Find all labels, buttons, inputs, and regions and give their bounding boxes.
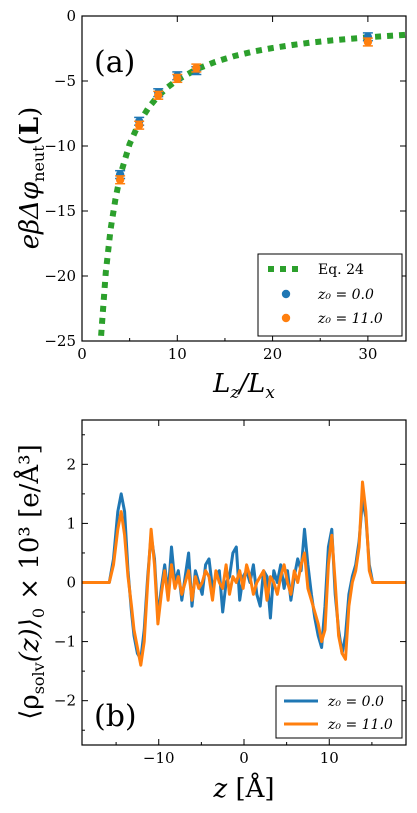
- y-tick-label: 0: [66, 574, 76, 592]
- legend-swatch-z0-0: [281, 289, 291, 299]
- plot-frame: [81, 15, 407, 342]
- y-tick-label: −2: [54, 692, 76, 710]
- data-point-z0-11: [134, 121, 144, 130]
- data-point-z0-11: [192, 63, 201, 73]
- x-axis-label: Lz/Lx: [212, 369, 275, 403]
- y-tick-label: −25: [44, 332, 76, 350]
- x-tick-label: 10: [168, 345, 187, 363]
- y-tick-label: −5: [54, 72, 76, 90]
- legend-box: [275, 685, 403, 739]
- y-tick-label: 0: [66, 7, 76, 25]
- plot-frame: [81, 419, 407, 746]
- data-point-z0-11: [115, 175, 125, 184]
- data-point-z0-11: [363, 37, 373, 47]
- panel-label: (a): [94, 45, 135, 80]
- y-tick-label: −15: [44, 202, 76, 220]
- legend-label: z₀ = 11.0: [327, 717, 393, 733]
- panel-label: (b): [94, 699, 137, 734]
- x-axis-label: z [Å]: [212, 772, 274, 804]
- y-tick-label: −20: [44, 267, 76, 285]
- x-tick-label: 20: [263, 345, 282, 363]
- data-point-z0-11: [173, 74, 182, 83]
- y-axis-label: ⟨ρsolv(z)⟩0 × 10³ [e/Å³]: [13, 444, 48, 719]
- y-tick-label: −1: [54, 633, 76, 651]
- y-axis-label: eβΔφneut(L): [15, 107, 48, 250]
- data-point-z0-11: [154, 91, 163, 100]
- chart-panel-a: 0 10 20 30 0 −5 −10 −15 −20 −25 (a) Lz/Lx eβΔφneut(L…: [15, 7, 407, 403]
- y-tick-label: −10: [44, 137, 76, 155]
- series-line-z0-11: [82, 480, 406, 667]
- legend-label: z₀ = 0.0: [317, 287, 374, 303]
- x-tick-label: 30: [358, 345, 377, 363]
- x-tick-label: 10: [320, 749, 339, 767]
- legend-label: Eq. 24: [318, 262, 364, 278]
- legend-label: z₀ = 0.0: [327, 694, 384, 710]
- legend-label: z₀ = 11.0: [317, 311, 383, 327]
- x-tick-label: 0: [239, 749, 249, 767]
- legend-swatch-z0-11: [281, 313, 291, 323]
- y-tick-label: 1: [66, 514, 76, 532]
- y-tick-label: 2: [66, 455, 76, 473]
- x-tick-label: −10: [143, 749, 175, 767]
- x-tick-label: 0: [77, 345, 87, 363]
